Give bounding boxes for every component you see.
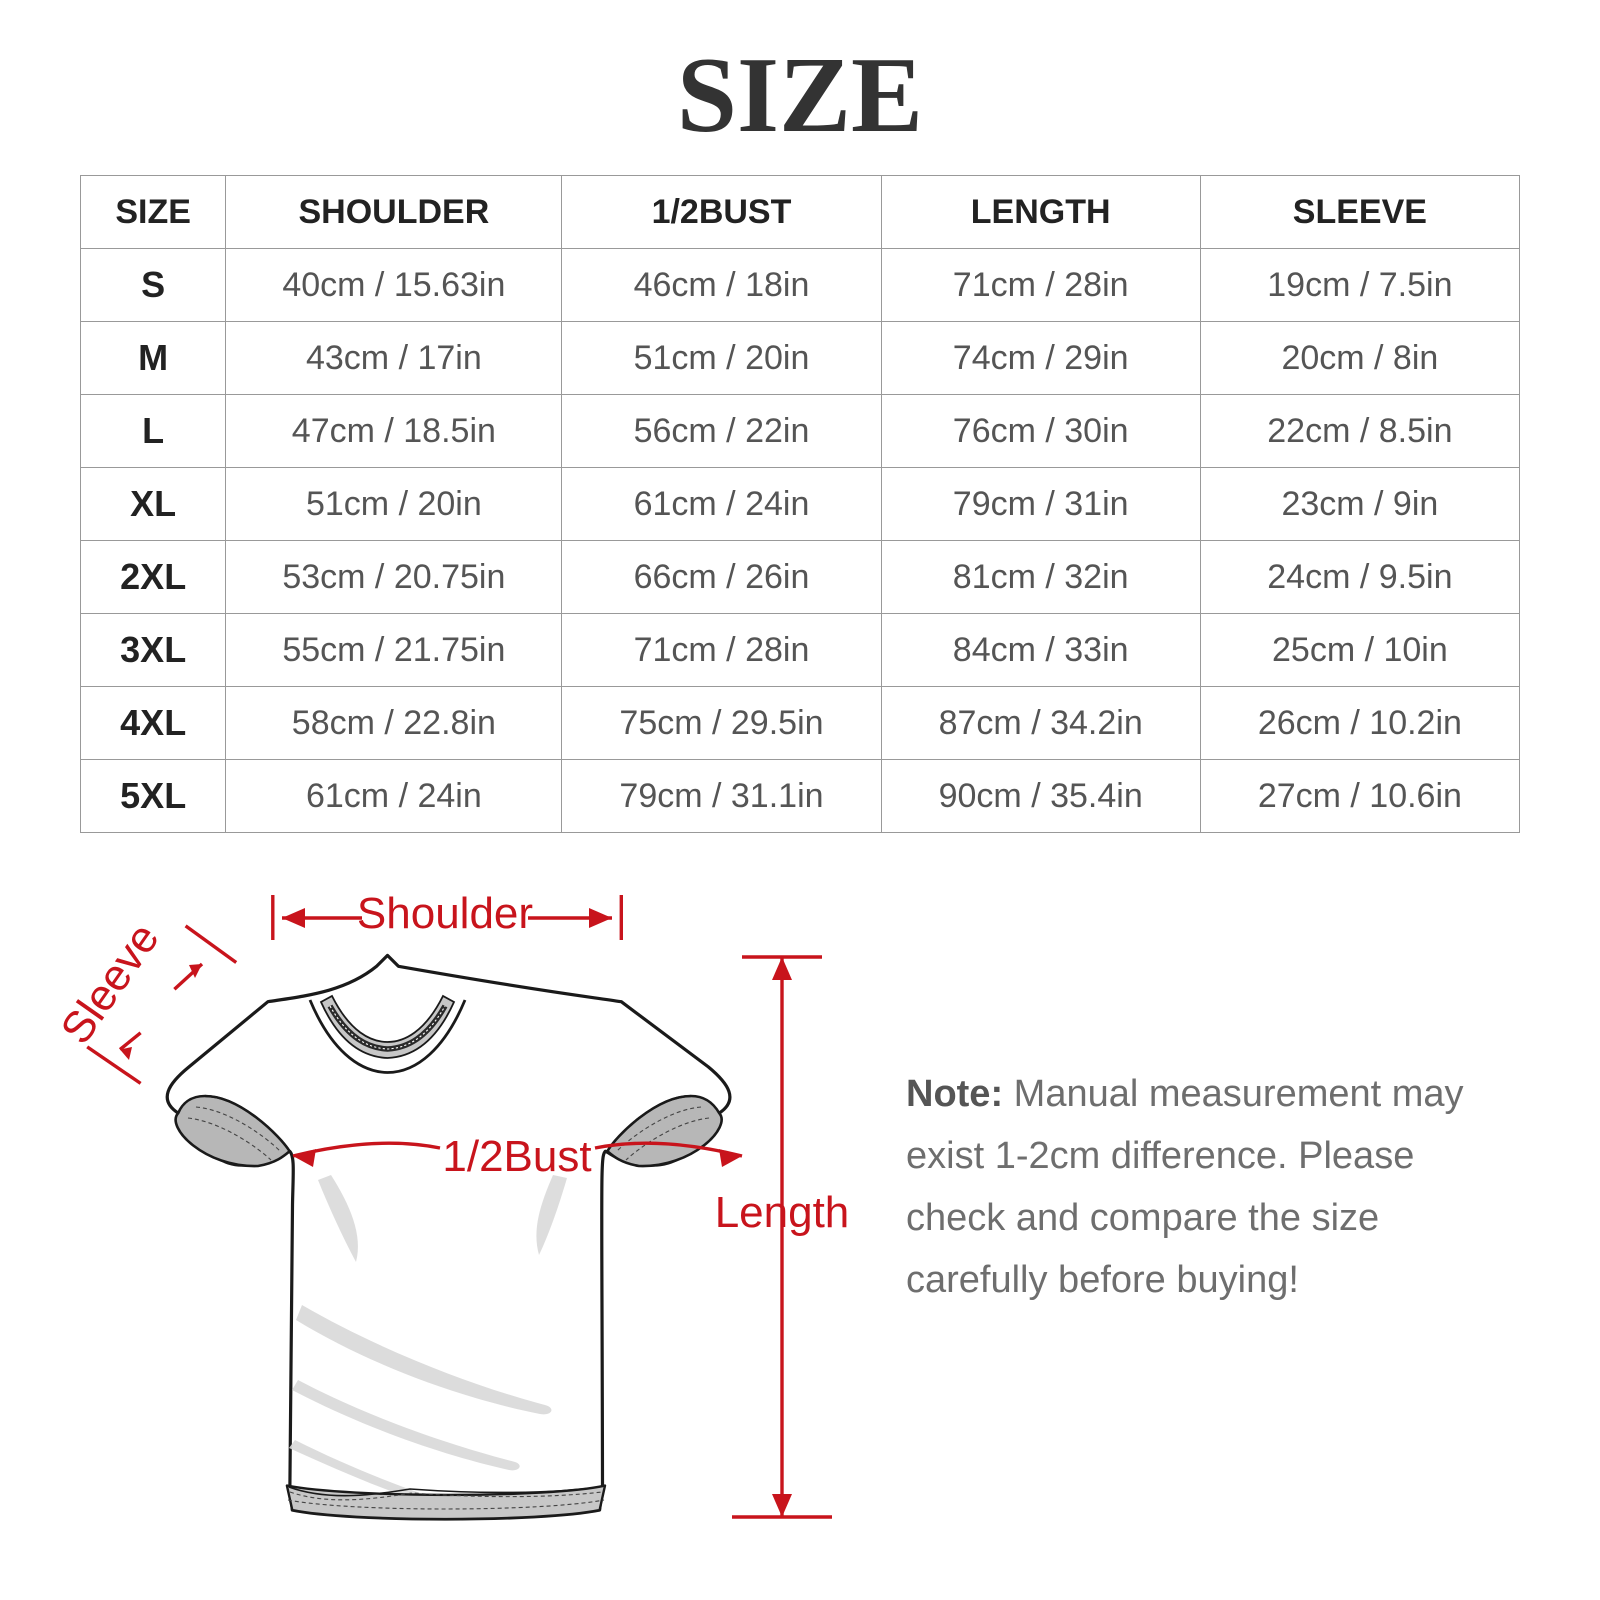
svg-text:Shoulder: Shoulder	[357, 889, 533, 938]
svg-text:1/2Bust: 1/2Bust	[442, 1132, 591, 1181]
svg-text:Sleeve: Sleeve	[51, 915, 168, 1053]
svg-text:Length: Length	[715, 1188, 850, 1237]
